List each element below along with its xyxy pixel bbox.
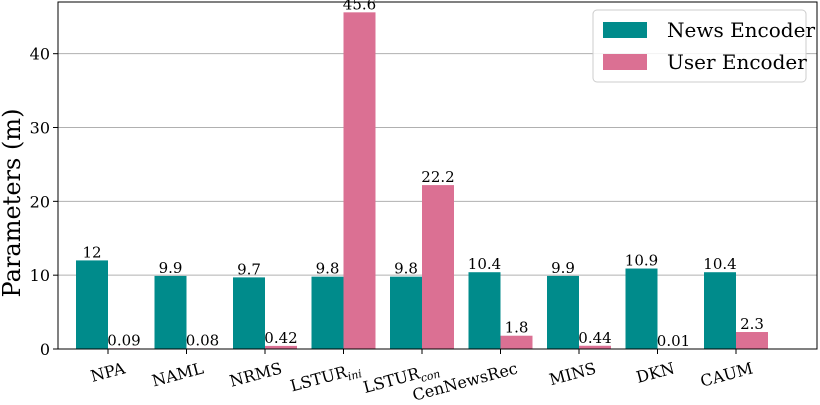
x-tick-label: NPA <box>88 358 127 385</box>
bar-news-encoder <box>311 276 344 349</box>
bar-user-encoder <box>422 185 454 349</box>
bar-news-encoder <box>704 272 736 349</box>
bar-news-encoder <box>233 277 265 349</box>
data-label: 9.9 <box>551 259 575 277</box>
x-tick-label: LSTURini <box>288 359 363 399</box>
legend: News Encoder User Encoder <box>592 9 815 83</box>
data-label: 10.4 <box>703 255 736 273</box>
bar-user-encoder <box>579 345 611 349</box>
data-label: 22.2 <box>421 168 454 186</box>
bar-user-encoder <box>736 332 768 349</box>
bar-news-encoder <box>76 260 108 349</box>
data-label: 0.01 <box>657 332 690 350</box>
x-tick-label: NAML <box>150 358 206 390</box>
bar-user-encoder <box>343 12 376 349</box>
data-label: 12 <box>82 243 101 261</box>
x-tick-label: CAUM <box>698 359 755 391</box>
y-tick-label: 10 <box>30 266 50 285</box>
data-labels-group: 12 0.09 9.9 0.08 9.7 0.42 9.8 45.6 9.8 22.2 10.4 1.… <box>82 0 763 350</box>
y-tick-label: 40 <box>30 45 50 64</box>
data-label: 10.4 <box>468 255 501 273</box>
data-label: 9.9 <box>159 259 183 277</box>
legend-swatch <box>603 54 647 70</box>
bar-news-encoder <box>625 268 658 349</box>
data-label: 0.42 <box>264 329 297 347</box>
data-label: 9.7 <box>237 260 261 278</box>
y-tick-label: 30 <box>30 119 50 138</box>
data-label: 0.08 <box>186 331 219 349</box>
bar-user-encoder <box>500 335 533 349</box>
data-label: 9.8 <box>394 260 418 278</box>
data-label: 1.8 <box>505 319 529 337</box>
bar-news-encoder <box>547 275 579 349</box>
legend-label: User Encoder <box>667 50 807 74</box>
y-tick-label: 20 <box>30 192 50 211</box>
x-tick-label: DKN <box>634 359 676 387</box>
bar-news-encoder <box>468 272 501 349</box>
data-label: 2.3 <box>740 315 764 333</box>
x-tick-label: MINS <box>547 359 598 390</box>
plot-frame <box>57 1 818 350</box>
data-label: 10.9 <box>625 252 658 270</box>
legend-swatch <box>603 22 647 38</box>
data-label: 45.6 <box>343 0 376 13</box>
y-axis-label: Parameters (m) <box>0 109 26 298</box>
bar-user-encoder <box>265 345 297 349</box>
y-tick-label: 0 <box>40 340 50 359</box>
bar-news-encoder <box>154 275 187 349</box>
data-label: 9.8 <box>316 260 340 278</box>
legend-label: News Encoder <box>667 18 815 42</box>
x-tick-label: NRMS <box>228 359 284 391</box>
data-label: 0.09 <box>107 331 140 349</box>
bars-group <box>76 12 768 349</box>
y-ticks-group: 0 10 20 30 40 <box>30 45 58 359</box>
data-label: 0.44 <box>578 329 611 347</box>
bar-news-encoder <box>390 276 422 349</box>
x-tick-label: CenNewsRec <box>410 359 519 405</box>
